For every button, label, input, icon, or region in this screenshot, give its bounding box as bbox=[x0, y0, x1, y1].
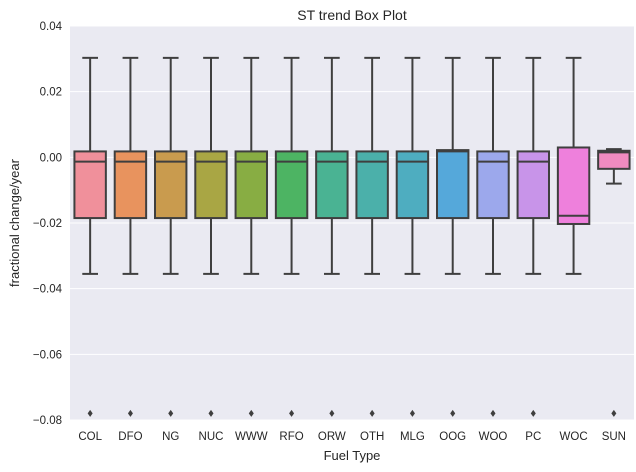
y-tick-label: −0.06 bbox=[33, 349, 62, 361]
box-sun bbox=[597, 148, 631, 417]
y-tick-labels: −0.08 −0.06 −0.04 −0.02 0.00 0.02 0.04 bbox=[33, 21, 63, 427]
box-pc bbox=[516, 56, 550, 417]
outlier-point bbox=[168, 409, 174, 417]
x-tick-label: COL bbox=[78, 431, 102, 443]
outlier-point bbox=[87, 409, 93, 417]
box-nuc bbox=[194, 56, 228, 417]
gridlines bbox=[70, 25, 634, 421]
iqr-box bbox=[597, 149, 631, 170]
y-tick-label: 0.02 bbox=[40, 87, 62, 99]
outlier-point bbox=[208, 409, 214, 417]
x-tick-label: OTH bbox=[360, 431, 384, 443]
outlier-point bbox=[409, 409, 415, 417]
box-orw bbox=[315, 56, 349, 417]
x-tick-label: PC bbox=[525, 431, 541, 443]
box-mlg bbox=[395, 56, 430, 417]
x-tick-label: MLG bbox=[400, 431, 425, 443]
outlier-point bbox=[611, 409, 617, 417]
y-tick-label: 0.00 bbox=[40, 152, 62, 164]
x-tick-label: WWW bbox=[235, 431, 268, 443]
outlier-point bbox=[248, 409, 254, 417]
x-tick-label: SUN bbox=[602, 431, 626, 443]
y-tick-label: 0.04 bbox=[40, 21, 63, 33]
box-col bbox=[73, 56, 107, 417]
y-tick-label: −0.04 bbox=[33, 284, 63, 296]
x-tick-labels: COL DFO NG NUC WWW RFO ORW OTH MLG OOG WOO PC WOC SUN bbox=[78, 431, 626, 443]
iqr-box bbox=[556, 146, 591, 225]
x-tick-label: OOG bbox=[439, 431, 466, 443]
boxes-layer bbox=[73, 56, 631, 417]
box-dfo bbox=[113, 56, 148, 417]
x-tick-label: DFO bbox=[118, 431, 142, 443]
outlier-point bbox=[490, 409, 496, 417]
outlier-point bbox=[530, 409, 536, 417]
x-tick-label: NUC bbox=[199, 431, 224, 443]
x-tick-label: NG bbox=[162, 431, 179, 443]
box-rfo bbox=[274, 56, 309, 417]
box-woc bbox=[556, 56, 591, 275]
y-axis-label: fractional change/year bbox=[7, 158, 22, 287]
box-woo bbox=[476, 56, 510, 417]
box-oth bbox=[355, 56, 389, 417]
outlier-point bbox=[450, 409, 456, 417]
x-tick-label: ORW bbox=[318, 431, 346, 443]
y-tick-label: −0.08 bbox=[33, 415, 62, 427]
x-tick-label: WOO bbox=[479, 431, 508, 443]
chart-title: ST trend Box Plot bbox=[297, 7, 407, 23]
x-axis-label: Fuel Type bbox=[324, 448, 381, 463]
box-www bbox=[234, 56, 268, 417]
outlier-point bbox=[289, 409, 295, 417]
outlier-point bbox=[329, 409, 335, 417]
iqr-box bbox=[436, 149, 470, 220]
x-tick-label: RFO bbox=[279, 431, 303, 443]
box-ng bbox=[154, 56, 188, 417]
outlier-point bbox=[127, 409, 133, 417]
y-tick-label: −0.02 bbox=[33, 218, 62, 230]
outlier-point bbox=[369, 409, 375, 417]
box-oog bbox=[436, 56, 470, 417]
x-tick-label: WOC bbox=[560, 431, 588, 443]
